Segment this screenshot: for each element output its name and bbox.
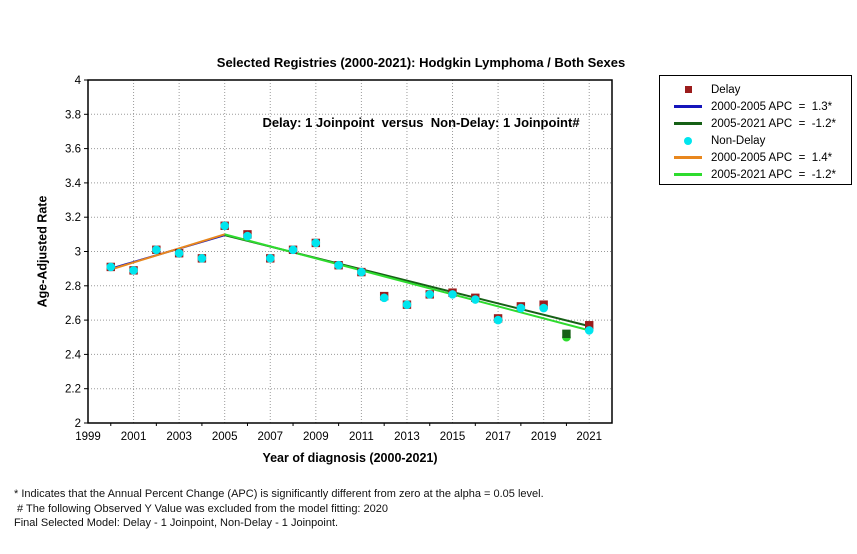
y-tick-label: 3	[75, 247, 81, 259]
x-tick-label: 2009	[303, 431, 329, 443]
trend-line-icon	[669, 122, 707, 125]
x-tick-label: 2017	[485, 431, 511, 443]
footnote-line: Final Selected Model: Delay - 1 Joinpoin…	[14, 517, 339, 529]
x-tick-label: 2015	[440, 431, 466, 443]
x-tick-label: 2021	[576, 431, 602, 443]
legend-item: 2005-2021 APC = -1.2*	[660, 166, 851, 183]
legend: Delay 2000-2005 APC = 1.3* 2005-2021 APC =…	[659, 75, 852, 185]
x-tick-label: 2011	[349, 431, 374, 443]
legend-item: Delay	[660, 81, 851, 98]
x-tick-label: 2005	[212, 431, 238, 443]
y-tick-label: 3.6	[65, 144, 81, 156]
nondelay-marker	[379, 293, 389, 303]
y-tick-label: 2.6	[65, 315, 81, 327]
nondelay-marker	[471, 295, 480, 304]
nondelay-marker	[288, 245, 298, 255]
y-tick-label: 2	[75, 418, 81, 430]
nondelay-marker	[243, 231, 252, 241]
x-axis-label: Year of diagnosis (2000-2021)	[262, 451, 438, 465]
nondelay-marker-icon	[669, 136, 707, 145]
y-tick-label: 3.4	[65, 178, 82, 190]
nondelay-marker	[584, 326, 594, 335]
legend-item-label: 2000-2005 APC = 1.3*	[711, 100, 833, 113]
regression-line-non-delay	[224, 233, 590, 332]
nondelay-marker	[129, 266, 138, 275]
legend-item-label: 2005-2021 APC = -1.2*	[711, 117, 836, 130]
y-axis-label: Age-Adjusted Rate	[35, 195, 50, 308]
nondelay-marker	[152, 245, 161, 255]
footnote-line: # The following Observed Y Value was exc…	[14, 502, 389, 515]
nondelay-marker	[174, 248, 184, 258]
chart-title: Selected Registries (2000-2021): Hodgkin…	[0, 13, 842, 173]
nondelay-marker	[493, 315, 503, 325]
legend-item-label: Non-Delay	[711, 134, 766, 147]
y-tick-label: 4	[75, 75, 82, 87]
nondelay-marker	[425, 290, 435, 299]
x-tick-label: 2003	[166, 431, 192, 443]
nondelay-marker	[220, 221, 229, 231]
chart-title-line2: Delay: 1 Joinpoint versus Non-Delay: 1 J…	[262, 115, 580, 130]
nondelay-marker	[197, 254, 207, 263]
legend-item: Non-Delay	[660, 132, 851, 149]
y-tick-label: 3.8	[65, 109, 81, 121]
x-tick-label: 2013	[394, 431, 420, 443]
y-tick-label: 2.4	[65, 349, 82, 361]
chart-title-line1: Selected Registries (2000-2021): Hodgkin…	[216, 55, 626, 70]
legend-item-label: 2000-2005 APC = 1.4*	[711, 151, 833, 164]
nondelay-marker	[402, 300, 412, 309]
y-tick-label: 2.8	[65, 281, 81, 293]
nondelay-marker	[106, 262, 116, 272]
nondelay-marker	[516, 303, 526, 313]
x-tick-label: 2001	[121, 431, 147, 443]
legend-item-label: Delay	[711, 83, 741, 96]
delay-marker-icon	[669, 86, 707, 93]
nondelay-marker	[265, 254, 275, 263]
legend-item-label: 2005-2021 APC = -1.2*	[711, 168, 836, 181]
x-tick-label: 2007	[257, 431, 283, 443]
y-tick-label: 3.2	[65, 212, 81, 224]
footnote-line: * Indicates that the Annual Percent Chan…	[14, 488, 544, 500]
delay-marker	[585, 321, 594, 330]
nondelay-marker	[539, 303, 548, 313]
legend-item: 2000-2005 APC = 1.3*	[660, 98, 851, 115]
delay-marker	[562, 329, 571, 339]
footnotes: * Indicates that the Annual Percent Chan…	[14, 487, 544, 531]
nondelay-marker	[311, 238, 321, 248]
y-tick-label: 2.2	[65, 384, 81, 396]
x-tick-label: 2019	[531, 431, 557, 443]
trend-line-icon	[669, 105, 707, 108]
nondelay-marker	[448, 290, 457, 299]
trend-line-icon	[669, 173, 707, 176]
legend-item: 2000-2005 APC = 1.4*	[660, 149, 851, 166]
nondelay-marker	[357, 267, 366, 277]
nondelay-marker	[334, 260, 343, 270]
legend-item: 2005-2021 APC = -1.2*	[660, 115, 851, 132]
regression-line-non-delay	[110, 233, 225, 271]
x-tick-label: 1999	[75, 431, 101, 443]
trend-line-icon	[669, 156, 707, 159]
